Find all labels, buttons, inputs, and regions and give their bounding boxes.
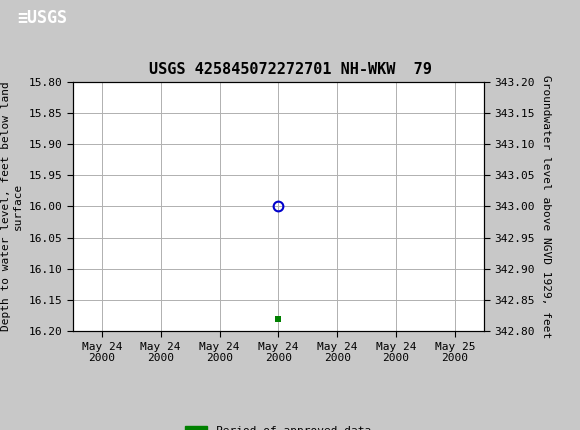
Y-axis label: Depth to water level, feet below land
surface: Depth to water level, feet below land su…: [1, 82, 23, 331]
Text: USGS 425845072272701 NH-WKW  79: USGS 425845072272701 NH-WKW 79: [148, 62, 432, 77]
Legend: Period of approved data: Period of approved data: [181, 421, 376, 430]
Text: ≡USGS: ≡USGS: [17, 9, 67, 27]
Y-axis label: Groundwater level above NGVD 1929, feet: Groundwater level above NGVD 1929, feet: [541, 75, 551, 338]
